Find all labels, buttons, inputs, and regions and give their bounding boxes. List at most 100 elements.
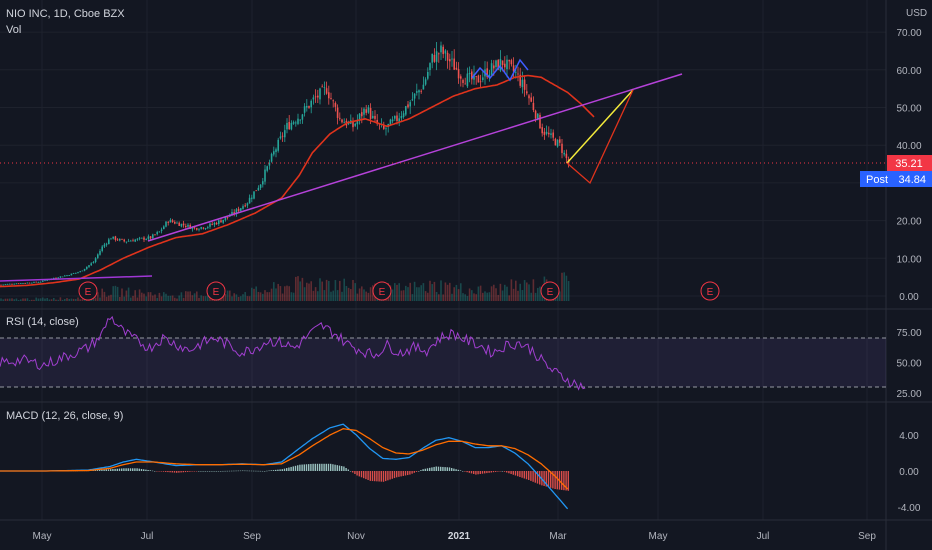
- candle-body[interactable]: [22, 283, 24, 284]
- candle-body[interactable]: [180, 223, 183, 227]
- candle-body[interactable]: [211, 224, 213, 225]
- candle-body[interactable]: [482, 77, 484, 81]
- candle-body[interactable]: [237, 208, 240, 212]
- candle-body[interactable]: [541, 127, 543, 134]
- candle-body[interactable]: [77, 272, 79, 273]
- candle-body[interactable]: [438, 53, 440, 55]
- candle-body[interactable]: [39, 281, 42, 283]
- candle-body[interactable]: [92, 262, 95, 264]
- candle-body[interactable]: [145, 238, 147, 240]
- candle-body[interactable]: [323, 87, 326, 88]
- candle-body[interactable]: [204, 228, 207, 229]
- rsi-title[interactable]: RSI (14, close): [6, 316, 79, 328]
- candle-body[interactable]: [411, 99, 414, 101]
- candle-body[interactable]: [61, 276, 64, 278]
- candle-body[interactable]: [416, 91, 418, 93]
- candle-body[interactable]: [123, 239, 125, 242]
- candle-body[interactable]: [499, 59, 502, 71]
- candle-body[interactable]: [559, 139, 561, 143]
- candle-body[interactable]: [488, 74, 491, 77]
- candle-body[interactable]: [372, 115, 374, 119]
- candle-body[interactable]: [156, 232, 158, 235]
- candle-body[interactable]: [132, 240, 134, 242]
- candle-body[interactable]: [552, 132, 554, 138]
- candle-body[interactable]: [251, 197, 253, 199]
- candle-body[interactable]: [534, 110, 537, 119]
- candle-body[interactable]: [90, 263, 92, 266]
- candle-body[interactable]: [114, 236, 117, 240]
- candle-body[interactable]: [226, 216, 229, 218]
- candle-body[interactable]: [391, 119, 394, 122]
- candle-body[interactable]: [292, 122, 295, 124]
- projection-line-yellow[interactable]: [566, 89, 634, 164]
- candle-body[interactable]: [279, 136, 282, 139]
- candle-body[interactable]: [125, 241, 128, 243]
- candle-body[interactable]: [334, 102, 337, 107]
- candle-body[interactable]: [246, 203, 249, 206]
- macd-axis[interactable]: 4.00 0.00 -4.00: [898, 431, 921, 514]
- candle-body[interactable]: [490, 63, 493, 75]
- candle-body[interactable]: [119, 238, 121, 241]
- candle-body[interactable]: [116, 239, 119, 241]
- candle-body[interactable]: [13, 283, 15, 285]
- candle-body[interactable]: [539, 114, 541, 129]
- candle-body[interactable]: [26, 282, 29, 284]
- candle-body[interactable]: [312, 97, 315, 100]
- candle-body[interactable]: [389, 119, 392, 126]
- candle-body[interactable]: [134, 239, 136, 242]
- candle-body[interactable]: [545, 131, 548, 134]
- candle-body[interactable]: [383, 124, 385, 129]
- candle-body[interactable]: [330, 98, 332, 100]
- candle-body[interactable]: [53, 277, 55, 279]
- candle-body[interactable]: [473, 74, 475, 80]
- candle-body[interactable]: [530, 97, 532, 102]
- candle-body[interactable]: [31, 282, 33, 284]
- candle-body[interactable]: [37, 282, 40, 283]
- candle-body[interactable]: [504, 63, 506, 68]
- candle-body[interactable]: [101, 246, 103, 252]
- candle-body[interactable]: [259, 184, 262, 188]
- candle-body[interactable]: [396, 115, 398, 122]
- candle-body[interactable]: [68, 275, 70, 276]
- candle-body[interactable]: [160, 229, 163, 231]
- earnings-marker[interactable]: [78, 281, 98, 301]
- candle-body[interactable]: [185, 225, 187, 228]
- candle-body[interactable]: [198, 229, 200, 231]
- candle-body[interactable]: [266, 166, 268, 171]
- candle-body[interactable]: [55, 277, 57, 279]
- candle-body[interactable]: [497, 59, 499, 70]
- candle-body[interactable]: [433, 54, 436, 62]
- candle-body[interactable]: [189, 225, 191, 229]
- candle-body[interactable]: [196, 228, 198, 230]
- candle-body[interactable]: [176, 222, 178, 224]
- candle-body[interactable]: [453, 58, 455, 70]
- candle-body[interactable]: [444, 50, 447, 54]
- candle-body[interactable]: [343, 122, 345, 124]
- candle-body[interactable]: [193, 227, 196, 229]
- candle-body[interactable]: [554, 138, 557, 146]
- candle-body[interactable]: [471, 71, 473, 80]
- candle-body[interactable]: [244, 205, 246, 207]
- candle-body[interactable]: [242, 206, 244, 209]
- candle-body[interactable]: [72, 273, 75, 275]
- candle-body[interactable]: [449, 59, 451, 62]
- candle-body[interactable]: [519, 74, 521, 86]
- trend-line-upper[interactable]: [147, 73, 683, 242]
- candle-body[interactable]: [152, 234, 154, 239]
- candle-body[interactable]: [187, 224, 189, 227]
- earnings-marker[interactable]: [206, 281, 226, 301]
- candle-body[interactable]: [220, 220, 222, 223]
- candle-body[interactable]: [66, 275, 68, 277]
- candle-body[interactable]: [565, 153, 568, 159]
- candle-body[interactable]: [149, 236, 152, 239]
- candle-body[interactable]: [88, 265, 90, 267]
- candle-body[interactable]: [413, 93, 416, 99]
- candle-body[interactable]: [136, 238, 139, 240]
- candle-body[interactable]: [466, 73, 469, 87]
- candle-body[interactable]: [561, 143, 563, 153]
- candle-body[interactable]: [42, 280, 44, 282]
- candle-body[interactable]: [308, 106, 310, 108]
- candle-body[interactable]: [277, 139, 279, 151]
- candle-body[interactable]: [460, 76, 462, 79]
